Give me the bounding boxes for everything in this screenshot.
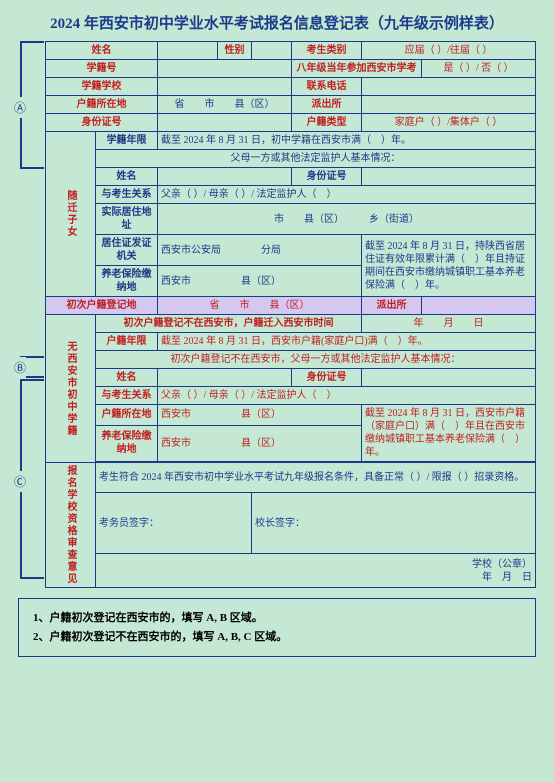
row-id: 身份证号 户籍类型 家庭户（ ）/集体户（ ） (46, 114, 536, 132)
row-permit: 居住证发证机关 西安市公安局 分局 截至 2024 年 8 月 31 日，持陕西… (46, 235, 536, 266)
row-c-name: 姓名 身份证号 (46, 369, 536, 387)
row-hukou: 户籍所在地 省 市 县（区） 派出所 (46, 96, 536, 114)
row-guardian-name: 姓名 身份证号 (46, 168, 536, 186)
section-markers: Ⓐ Ⓑ Ⓒ (18, 41, 45, 588)
row-guardian-hdr: 父母一方或其他法定监护人基本情况： (46, 150, 536, 168)
row-c-hukou: 户籍所在地 西安市 县（区） 截至 2024 年 8 月 31 日，西安市户籍（… (46, 405, 536, 426)
row-live-addr: 实际居住地址 市 县（区） 乡（街道） (46, 204, 536, 235)
row-name: 姓名 性别 考生类别 应届（ ）/往届（ ） (46, 42, 536, 60)
row-c-relation: 与考生关系 父亲（ ）/ 母亲（ ）/ 法定监护人（ ） (46, 387, 536, 405)
registration-form: 姓名 性别 考生类别 应届（ ）/往届（ ） 学籍号 八年级当年参加西安市学考 … (45, 41, 536, 588)
notes-box: 1、户籍初次登记在西安市的，填写 A, B 区域。 2、户籍初次登记不在西安市的… (18, 598, 536, 657)
row-seal: 学校（公章） 年 月 日 (46, 554, 536, 588)
row-first-reg: 初次户籍登记地 省 市 县（区） 派出所 (46, 297, 536, 315)
row-relation: 与考生关系 父亲（ ）/ 母亲（ ）/ 法定监护人（ ） (46, 186, 536, 204)
row-nonxian-guardian: 初次户籍登记不在西安市，父母一方或其他法定监护人基本情况： (46, 351, 536, 369)
row-nonxian-time: 无西安市初中学籍 初次户籍登记不在西安市，户籍迁入西安市时间 年 月 日 (46, 315, 536, 333)
page-title: 2024 年西安市初中学业水平考试报名信息登记表（九年级示例样表） (18, 12, 536, 33)
row-suizi-years: 随迁子女 学籍年限 截至 2024 年 8 月 31 日，初中学籍在西安市满（ … (46, 132, 536, 150)
row-study-no: 学籍号 八年级当年参加西安市学考 是（ ）/ 否（ ） (46, 60, 536, 78)
note-1: 1、户籍初次登记在西安市的，填写 A, B 区域。 (33, 609, 521, 628)
note-2: 2、户籍初次登记不在西安市的，填写 A, B, C 区域。 (33, 628, 521, 647)
row-school: 学籍学校 联系电话 (46, 78, 536, 96)
row-hukou-years: 户籍年限 截至 2024 年 8 月 31 日，西安市户籍(家庭户口)满（ ）年… (46, 333, 536, 351)
row-school-opinion: 报名学校资格审查意见 考生符合 2024 年西安市初中学业水平考试九年级报名条件… (46, 463, 536, 493)
row-signatures: 考务员签字： 校长签字： (46, 493, 536, 554)
